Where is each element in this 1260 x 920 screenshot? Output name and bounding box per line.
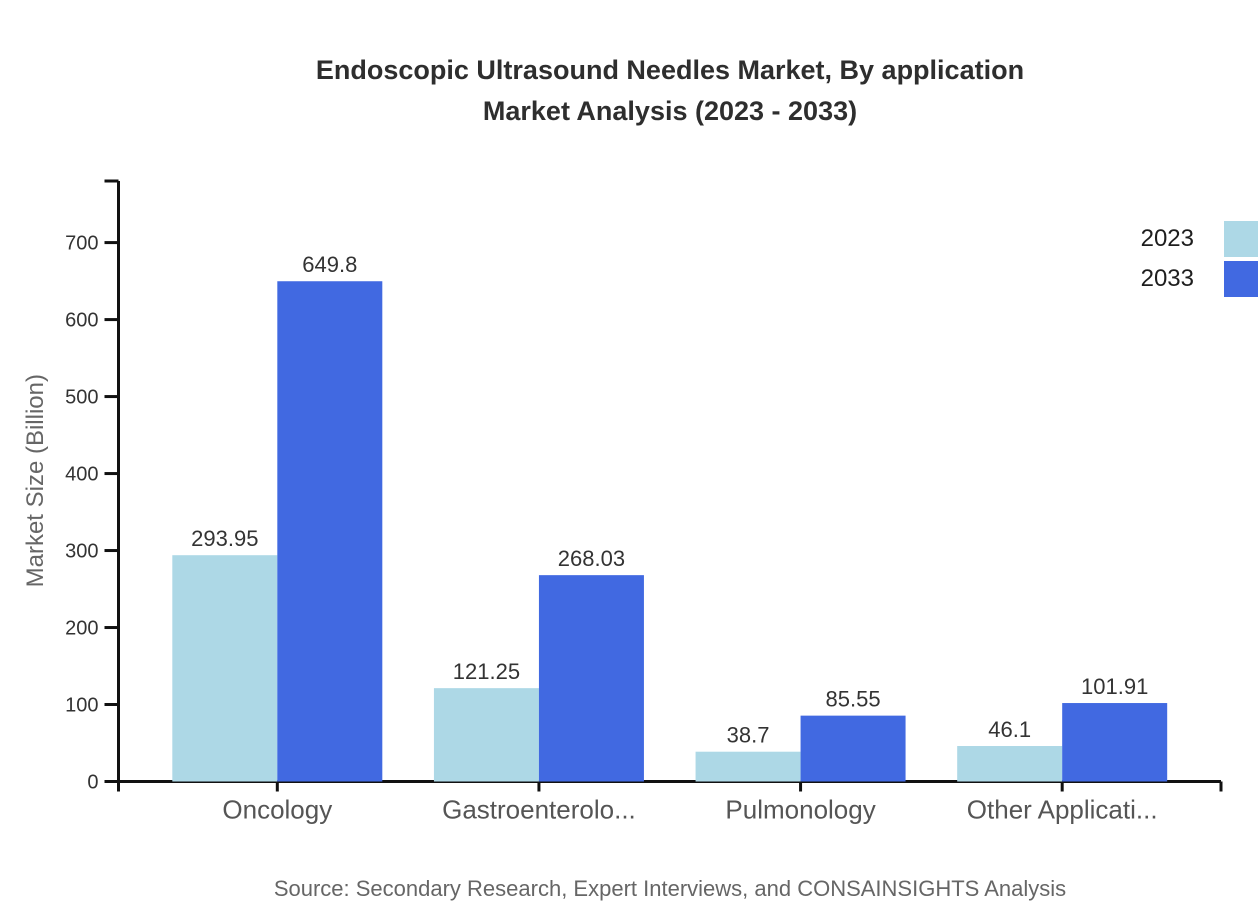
value-label: 649.8: [302, 252, 357, 277]
legend-row-2033: 2033: [1141, 261, 1258, 297]
y-tick-label: 600: [65, 310, 98, 332]
legend-label-2023: 2023: [1140, 225, 1194, 252]
legend: 2023 2033: [1141, 221, 1258, 301]
legend-row-2023: 2023: [1141, 221, 1258, 257]
value-label: 38.7: [727, 723, 770, 748]
category-label: Other Applicati...: [967, 795, 1158, 825]
category-label: Oncology: [222, 795, 332, 825]
y-tick-label: 100: [65, 695, 98, 717]
bar-2033-3: [1062, 703, 1168, 782]
source-attribution: Source: Secondary Research, Expert Inter…: [273, 876, 1067, 901]
bar-2023-0: [172, 555, 278, 782]
value-label: 101.91: [1081, 674, 1148, 699]
y-tick-label: 500: [65, 387, 98, 409]
value-label: 293.95: [191, 526, 258, 551]
value-label: 85.55: [826, 687, 881, 712]
y-tick-label: 300: [65, 541, 98, 563]
legend-label-2033: 2033: [1140, 265, 1194, 292]
y-tick-label: 700: [65, 233, 98, 255]
y-tick-label: 200: [65, 618, 98, 640]
y-tick-label: 0: [87, 772, 98, 794]
bar-2033-0: [277, 281, 383, 782]
bar-2023-1: [433, 688, 539, 782]
y-tick-label: 400: [65, 464, 98, 486]
bar-2033-1: [538, 575, 644, 782]
bar-2023-2: [695, 751, 801, 782]
value-label: 121.25: [453, 659, 520, 684]
category-label: Gastroenterolo...: [442, 795, 636, 825]
chart-title: Endoscopic Ultrasound Needles Market, By…: [118, 50, 1222, 132]
bar-2033-2: [800, 715, 906, 782]
chart-title-line1: Endoscopic Ultrasound Needles Market, By…: [315, 55, 1025, 85]
value-label: 268.03: [558, 546, 625, 571]
value-label: 46.1: [988, 717, 1031, 742]
legend-swatch-2023: [1224, 221, 1258, 257]
chart-title-line2: Market Analysis (2023 - 2033): [482, 96, 858, 126]
category-label: Pulmonology: [725, 795, 875, 825]
bar-2023-3: [957, 746, 1063, 782]
legend-swatch-2033: [1224, 261, 1258, 297]
